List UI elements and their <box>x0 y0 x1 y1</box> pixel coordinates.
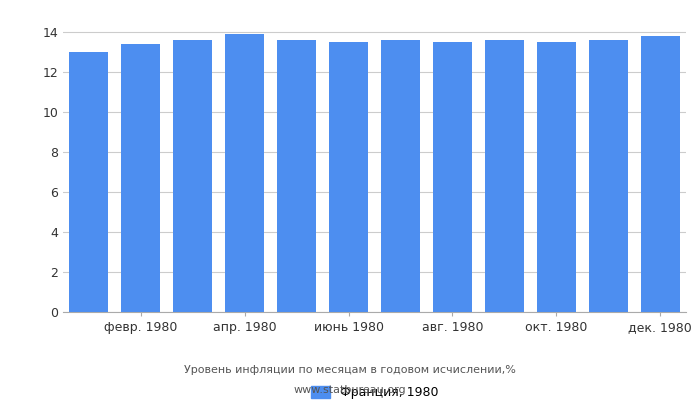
Bar <box>121 44 160 312</box>
Bar <box>589 40 628 312</box>
Bar <box>277 40 316 312</box>
Bar <box>485 40 524 312</box>
Bar <box>433 42 472 312</box>
Text: www.statbureau.org: www.statbureau.org <box>294 385 406 395</box>
Bar <box>174 40 212 312</box>
Bar <box>329 42 368 312</box>
Legend: Франция, 1980: Франция, 1980 <box>307 382 442 400</box>
Bar <box>537 42 575 312</box>
Bar <box>381 40 420 312</box>
Bar <box>69 52 108 312</box>
Bar <box>640 36 680 312</box>
Text: Уровень инфляции по месяцам в годовом исчислении,%: Уровень инфляции по месяцам в годовом ис… <box>184 365 516 375</box>
Bar <box>225 34 264 312</box>
